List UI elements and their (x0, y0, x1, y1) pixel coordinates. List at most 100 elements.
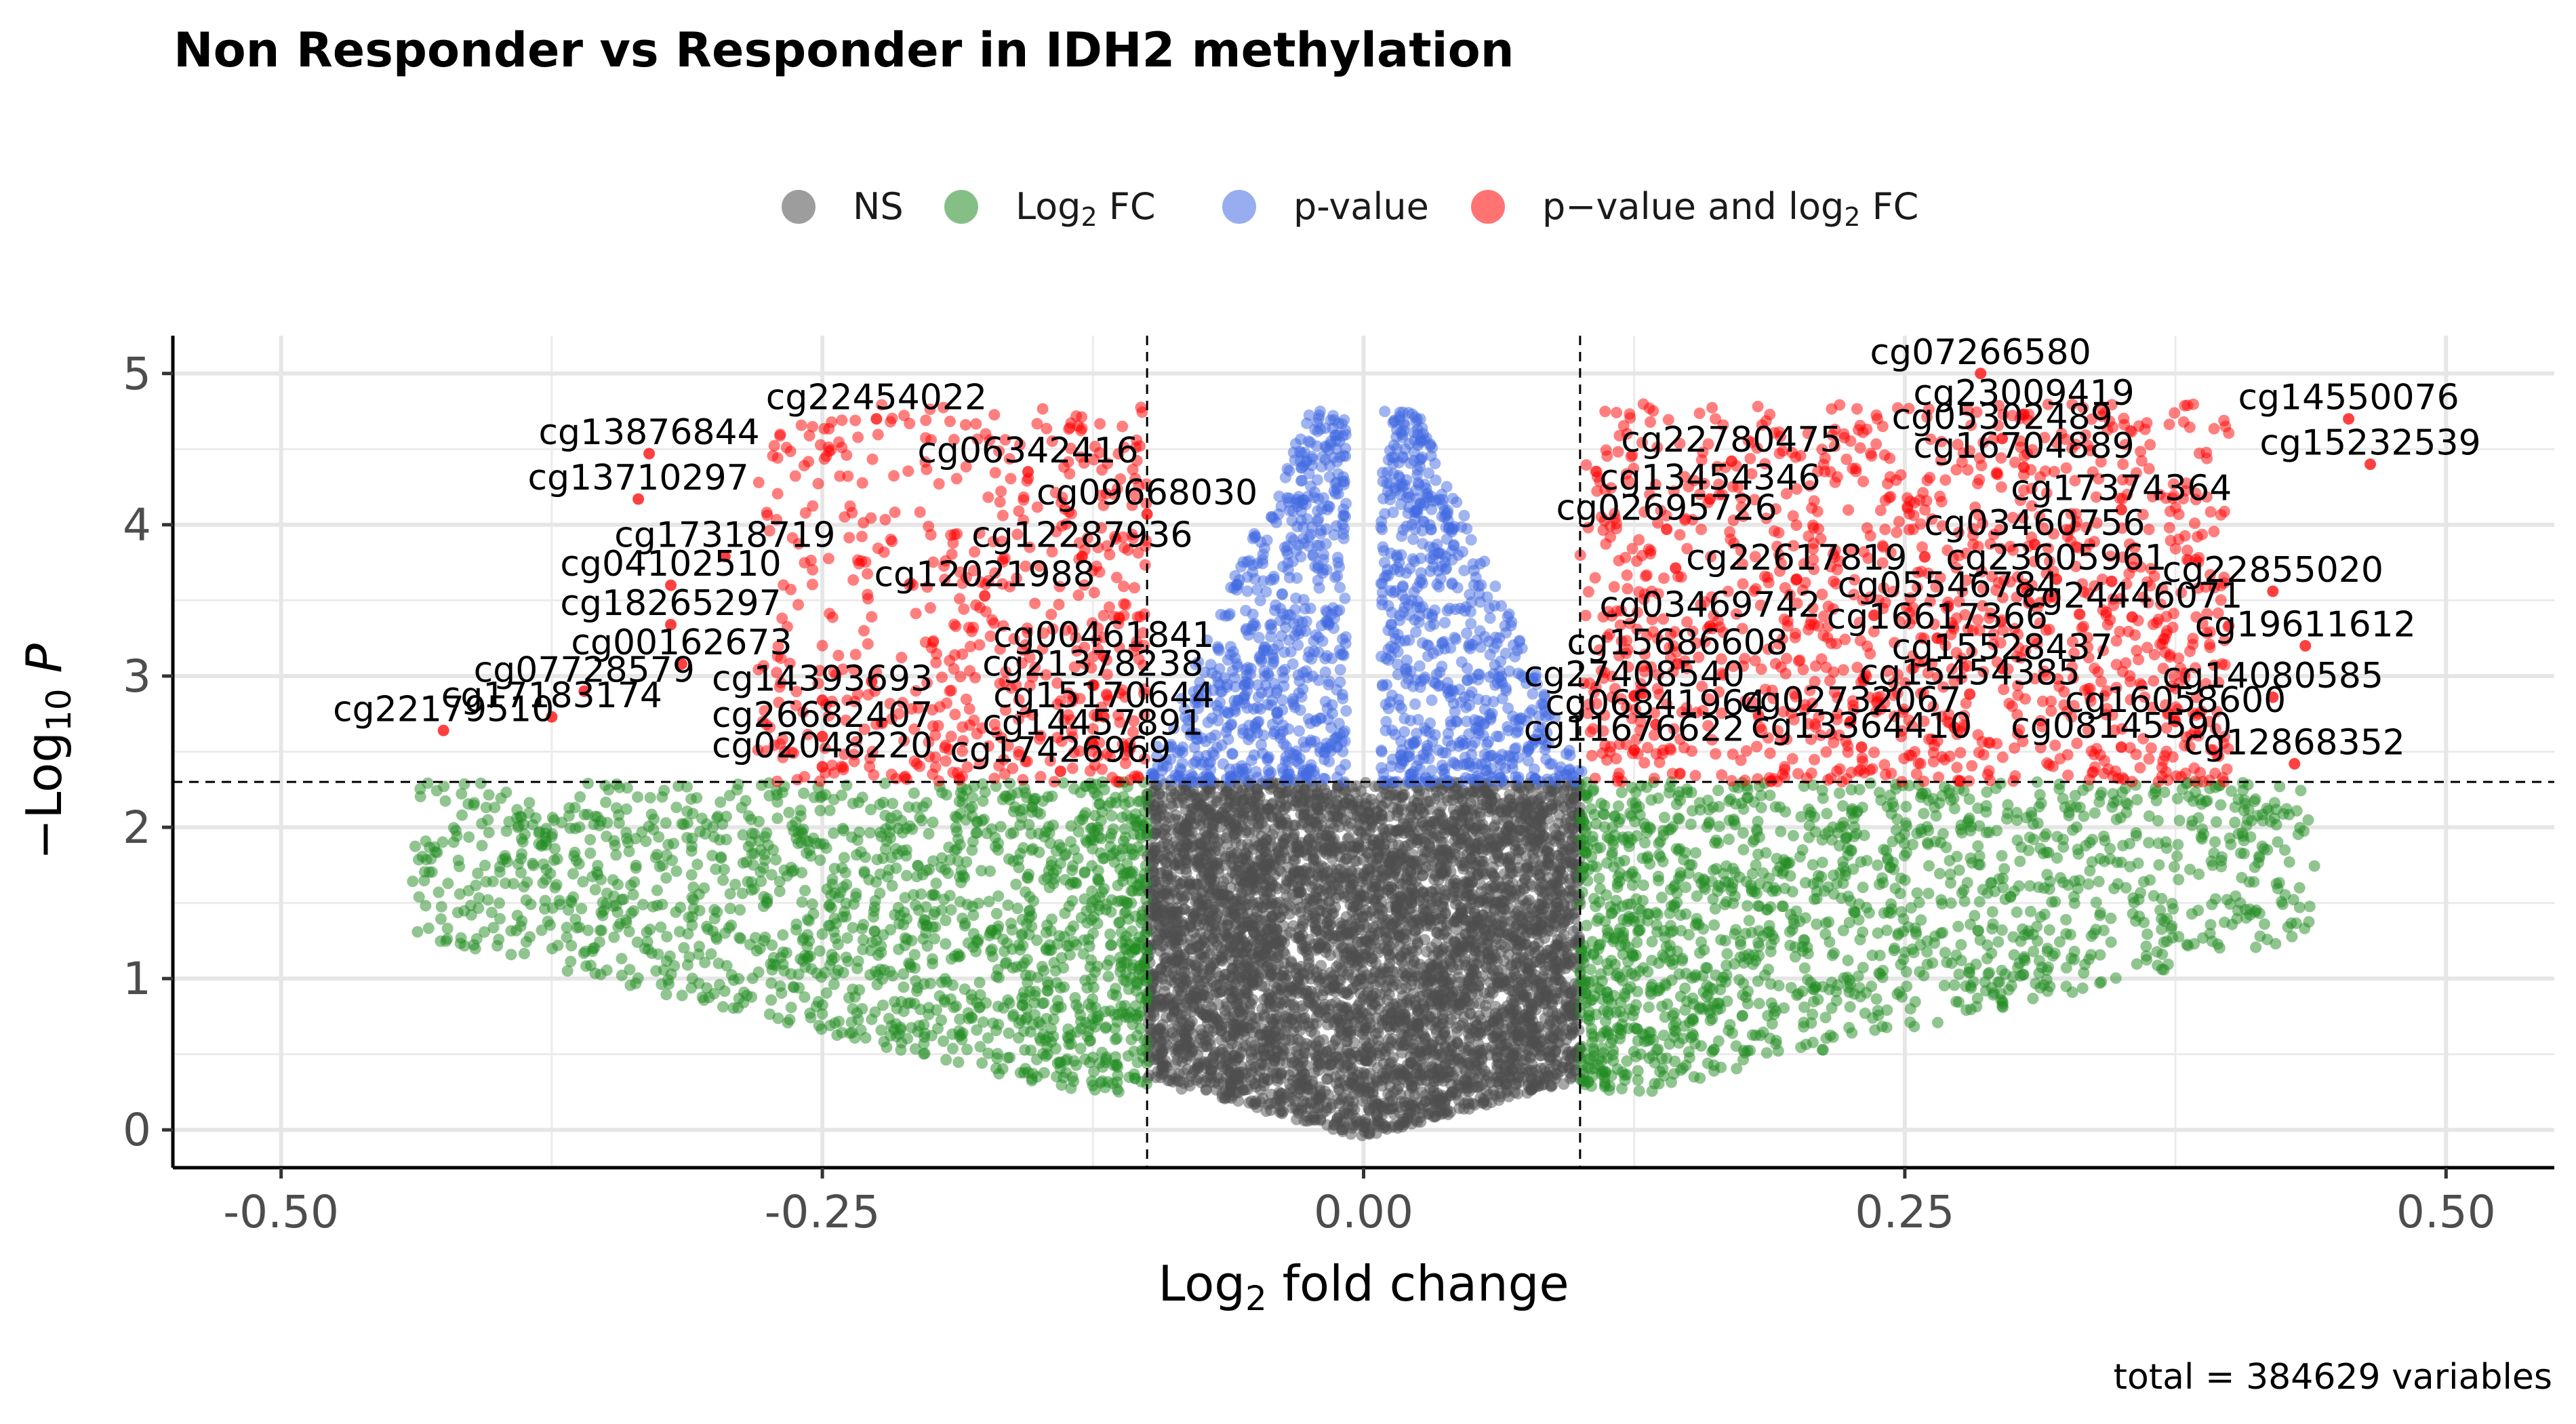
data-point (1167, 1033, 1180, 1045)
data-point (1235, 1072, 1247, 1084)
chart-title: Non Responder vs Responder in IDH2 methy… (174, 22, 1514, 78)
data-point (1175, 840, 1187, 852)
data-point (1484, 1024, 1496, 1036)
data-point (1561, 804, 1573, 816)
data-point (1517, 1027, 1529, 1039)
data-point (1323, 930, 1335, 942)
data-point (1492, 875, 1504, 888)
data-point (1201, 1083, 1212, 1095)
data-point (1546, 925, 1558, 937)
data-point (1473, 1010, 1485, 1022)
data-point (1287, 869, 1300, 881)
data-point (1156, 899, 1169, 911)
data-point (1198, 854, 1210, 866)
data-point (1354, 1053, 1366, 1065)
data-point (1213, 970, 1226, 983)
data-point (1169, 964, 1181, 976)
data-point (1150, 1023, 1163, 1035)
data-point (1281, 930, 1293, 941)
data-point (1184, 905, 1196, 917)
data-point (1249, 1077, 1261, 1090)
data-point (1386, 918, 1398, 930)
legend: NS Log2 FC p-value p−value and log2 FC (782, 185, 1918, 232)
data-point (1450, 913, 1462, 925)
data-point (1203, 830, 1215, 842)
data-point (1363, 892, 1375, 904)
data-point (1178, 1027, 1190, 1039)
data-point (1201, 972, 1213, 984)
data-point (1270, 897, 1283, 909)
data-point (1358, 977, 1370, 989)
data-point (1167, 1023, 1179, 1035)
data-point (1255, 934, 1267, 946)
data-point (1211, 1023, 1223, 1035)
data-point (1509, 992, 1521, 1004)
data-point (1367, 922, 1380, 934)
data-point (1530, 1064, 1542, 1076)
data-point (1412, 938, 1424, 950)
data-point (1472, 838, 1483, 850)
data-point (1496, 896, 1508, 908)
data-point (1444, 878, 1456, 890)
data-point (1377, 963, 1390, 975)
data-point (1298, 1068, 1310, 1080)
data-point (1216, 955, 1228, 967)
data-point (1346, 799, 1359, 811)
data-point (1554, 831, 1566, 843)
legend-item: NS (782, 185, 904, 228)
data-point (1350, 913, 1362, 925)
data-point (1464, 890, 1476, 901)
data-point (1236, 894, 1249, 907)
data-point (1338, 856, 1350, 868)
data-point (1547, 950, 1559, 962)
data-point (1154, 1071, 1167, 1084)
legend-label: p−value and log2 FC (1542, 185, 1918, 232)
data-point (1510, 957, 1523, 970)
data-point (1225, 941, 1237, 953)
data-point (1247, 898, 1259, 910)
data-point (1220, 1056, 1232, 1068)
legend-label: p-value (1293, 185, 1429, 228)
data-point (1542, 859, 1554, 871)
data-point (1384, 1002, 1396, 1014)
data-point (1520, 850, 1532, 863)
legend-swatch (1222, 190, 1256, 224)
data-point (1417, 887, 1430, 899)
data-point (1334, 804, 1346, 816)
data-point (1363, 801, 1375, 813)
data-point (1216, 1092, 1228, 1103)
data-point (1508, 931, 1520, 943)
data-point (1308, 854, 1320, 867)
data-point (1320, 1105, 1332, 1117)
data-point (1182, 958, 1194, 970)
data-point (1302, 1103, 1314, 1115)
data-point (1564, 1052, 1576, 1065)
data-point (1413, 1021, 1425, 1033)
data-point (1497, 814, 1510, 826)
data-point (1367, 1034, 1379, 1046)
data-point (1474, 997, 1486, 1010)
data-point (1344, 1059, 1356, 1071)
data-point (1260, 846, 1272, 858)
data-point (1431, 895, 1443, 907)
data-point (1185, 943, 1197, 955)
legend-label: NS (853, 185, 904, 228)
data-point (1346, 928, 1359, 940)
data-point (1331, 1113, 1343, 1125)
data-point (1398, 946, 1410, 958)
legend-swatch (782, 190, 816, 224)
data-point (1450, 924, 1462, 936)
data-point (1474, 1044, 1486, 1056)
legend-item: p-value (1222, 185, 1429, 228)
data-point (1468, 957, 1480, 969)
data-point (1253, 810, 1265, 823)
data-point (1291, 1021, 1303, 1033)
data-point (1331, 1050, 1342, 1063)
data-point (1469, 823, 1481, 835)
data-point (1434, 928, 1446, 941)
legend-label: Log2 FC (1015, 185, 1156, 232)
data-point (1494, 1090, 1506, 1103)
data-point (1454, 1019, 1466, 1031)
data-point (1156, 1059, 1169, 1071)
data-point (1406, 1099, 1418, 1111)
